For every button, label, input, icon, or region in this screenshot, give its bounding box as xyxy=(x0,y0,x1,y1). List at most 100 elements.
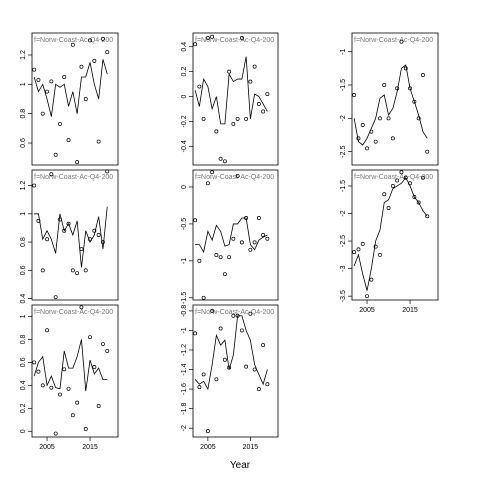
data-point xyxy=(96,139,101,144)
y-tick-label: -1.5 xyxy=(340,180,347,192)
data-point xyxy=(360,241,365,246)
y-tick-label: -3.5 xyxy=(340,290,347,302)
data-point xyxy=(218,255,223,260)
data-point xyxy=(75,160,80,165)
data-point xyxy=(369,277,374,282)
data-point xyxy=(32,360,37,365)
data-point xyxy=(36,369,41,374)
data-point xyxy=(261,109,266,114)
y-tick-label: 0.8 xyxy=(20,237,27,247)
x-tick-label: 2005 xyxy=(39,444,55,451)
data-point xyxy=(227,255,232,260)
fit-line xyxy=(194,315,268,391)
data-point xyxy=(70,268,75,273)
panel: f=Norw-Coast-Ac-Q4-200 0 0.2 0.4 0.6 0.8 1 2005… xyxy=(20,304,119,451)
data-point xyxy=(218,326,223,331)
data-point xyxy=(248,311,253,316)
fit-line xyxy=(34,206,108,268)
y-tick-label: -0.4 xyxy=(181,140,188,152)
data-point xyxy=(49,172,54,177)
data-point xyxy=(88,38,93,43)
data-point xyxy=(79,64,84,69)
data-point xyxy=(193,42,198,47)
fit-line xyxy=(33,339,108,392)
x-axis-label: Year xyxy=(230,460,251,471)
data-point xyxy=(412,195,417,199)
data-point xyxy=(205,429,210,434)
y-tick-label: -1.8 xyxy=(181,403,188,415)
data-point xyxy=(252,367,257,372)
data-point xyxy=(53,431,58,436)
data-point xyxy=(248,247,253,252)
y-tick-label: 0 xyxy=(181,94,188,98)
y-tick-label: -2.5 xyxy=(340,146,347,158)
panel-frame xyxy=(192,169,279,301)
data-point xyxy=(214,252,219,257)
data-point xyxy=(239,328,244,333)
panel: f=Norw-Coast-Ac-Q4-200 -2 -1.8 -1.6 -1.4 -1.2… xyxy=(181,304,279,451)
data-point xyxy=(66,138,71,143)
data-point xyxy=(222,357,227,362)
y-tick-label: -1 xyxy=(340,48,347,54)
data-point xyxy=(92,228,97,233)
data-point xyxy=(96,404,101,408)
data-point xyxy=(66,221,71,226)
data-point xyxy=(83,268,88,273)
panel: f=Norw-Coast-Ac-Q4-200 -0.4 -0.2 0 0.2 0.4 xyxy=(181,32,279,166)
data-point xyxy=(79,305,84,310)
data-point xyxy=(360,123,365,127)
data-point xyxy=(205,36,210,40)
data-point xyxy=(425,149,430,154)
y-tick-label: 0.6 xyxy=(20,357,27,367)
data-point xyxy=(88,335,93,340)
data-point xyxy=(378,252,382,257)
data-point xyxy=(75,271,80,276)
data-point xyxy=(265,236,270,241)
y-tick-label: 0.4 xyxy=(20,380,27,390)
panel-frame xyxy=(192,32,279,166)
data-point xyxy=(421,73,425,77)
x-tick-label: 2015 xyxy=(402,307,418,314)
panel: f=Norw-Coast-Ac-Q4-200 -2.5 -2 -1.5 -1 xyxy=(340,32,439,166)
x-tick-label: 2005 xyxy=(359,307,375,314)
data-point xyxy=(252,240,257,245)
panel-frame xyxy=(192,304,279,438)
y-tick-label: 0.4 xyxy=(20,294,27,304)
y-tick-label: -3 xyxy=(340,265,347,271)
y-tick-label: -1.5 xyxy=(181,292,188,304)
data-point xyxy=(214,377,219,382)
y-tick-label: -0.8 xyxy=(181,305,188,317)
data-point xyxy=(365,146,369,151)
data-point xyxy=(373,244,378,249)
data-point xyxy=(390,184,395,188)
data-point xyxy=(83,427,88,431)
data-point xyxy=(32,183,37,188)
data-point xyxy=(235,173,240,178)
data-point xyxy=(197,258,202,263)
y-tick-label: 1 xyxy=(20,212,27,216)
data-point xyxy=(193,218,198,223)
data-point xyxy=(197,84,202,89)
data-point xyxy=(210,170,215,175)
data-point xyxy=(45,237,50,242)
y-tick-label: -1.2 xyxy=(181,344,188,356)
data-point xyxy=(365,294,369,299)
data-point xyxy=(399,39,404,44)
data-point xyxy=(261,343,266,348)
panel-title: f=Norw-Coast-Ac-Q4-200 xyxy=(354,37,433,44)
data-point xyxy=(227,69,232,74)
panel: f=Norw-Coast-Ac-Q4-200 0.4 0.6 0.8 1 1.2 xyxy=(20,169,119,304)
data-point xyxy=(53,152,58,157)
data-point xyxy=(386,206,391,210)
data-point xyxy=(40,111,45,116)
panel-title: f=Norw-Coast-Ac-Q4-200 xyxy=(195,174,274,181)
panel-title: f=Norw-Coast-Ac-Q4-200 xyxy=(34,174,113,181)
y-tick-label: 0 xyxy=(20,429,27,433)
fit-line xyxy=(194,56,268,125)
data-point xyxy=(92,365,97,369)
y-tick-label: 1.2 xyxy=(20,181,27,191)
data-point xyxy=(100,240,105,245)
panel-title: f=Norw-Coast-Ac-Q4-200 xyxy=(195,37,274,44)
y-tick-label: -1 xyxy=(181,327,188,333)
